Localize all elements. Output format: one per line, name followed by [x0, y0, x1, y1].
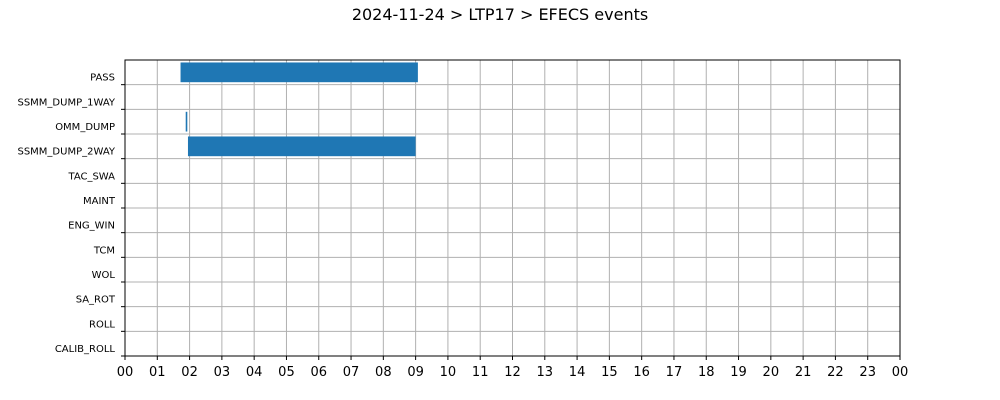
bar-layer	[180, 62, 418, 157]
x-tick-label: 11	[472, 365, 489, 380]
x-tick-label: 03	[214, 365, 231, 380]
y-tick-label: SSMM_DUMP_2WAY	[17, 147, 115, 158]
y-tick-label: MAINT	[83, 196, 116, 207]
x-tick-label: 17	[666, 365, 683, 380]
x-tick-label: 14	[569, 365, 586, 380]
x-tick-label: 08	[375, 365, 392, 380]
x-tick-label: 06	[310, 365, 327, 380]
event-bar	[180, 62, 418, 83]
event-bar	[187, 136, 416, 157]
y-tick-label: SSMM_DUMP_1WAY	[17, 97, 115, 108]
y-tick-label: ROLL	[89, 319, 115, 330]
x-tick-label: 05	[278, 365, 295, 380]
y-tick-label: CALIB_ROLL	[55, 344, 116, 355]
axis-layer: PASS SSMM_DUMP_1WAY OMM_DUMP SSMM_DUMP_2WAY…	[17, 73, 908, 380]
x-tick-label: 22	[827, 365, 844, 380]
x-tick-label: 00	[117, 365, 134, 380]
x-tick-label: 16	[633, 365, 650, 380]
chart-title: 2024-11-24 > LTP17 > EFECS events	[351, 5, 649, 24]
y-tick-label: WOL	[92, 270, 116, 281]
x-tick-label: 02	[181, 365, 198, 380]
y-tick-label: TAC_SWA	[67, 171, 115, 182]
x-tick-label: 20	[763, 365, 780, 380]
x-tick-label: 18	[698, 365, 715, 380]
x-tick-label: 12	[504, 365, 521, 380]
x-tick-label: 15	[601, 365, 618, 380]
x-tick-label: 00	[892, 365, 909, 380]
event-bar	[185, 111, 188, 132]
x-tick-label: 13	[537, 365, 554, 380]
y-tick-label: TCM	[93, 245, 115, 256]
y-tick-label: PASS	[90, 73, 115, 84]
y-tick-label: ENG_WIN	[68, 221, 115, 232]
x-tick-label: 09	[407, 365, 424, 380]
x-tick-label: 21	[795, 365, 812, 380]
y-tick-label: SA_ROT	[76, 295, 116, 306]
x-tick-label: 07	[343, 365, 360, 380]
x-tick-label: 10	[440, 365, 457, 380]
x-tick-label: 23	[859, 365, 876, 380]
y-tick-label: OMM_DUMP	[55, 122, 115, 133]
grid-layer	[125, 60, 900, 356]
x-tick-label: 19	[730, 365, 747, 380]
x-tick-label: 04	[246, 365, 263, 380]
x-tick-label: 01	[149, 365, 166, 380]
